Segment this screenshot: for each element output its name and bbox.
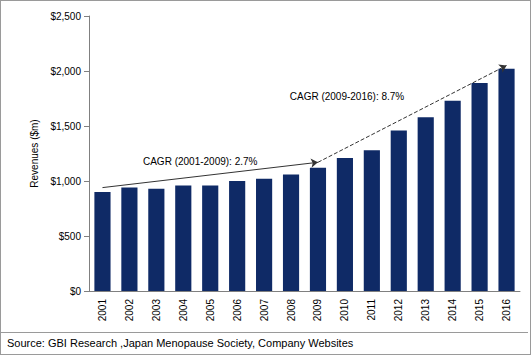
svg-text:2011: 2011	[366, 299, 377, 321]
svg-text:2010: 2010	[339, 299, 350, 322]
svg-text:2013: 2013	[420, 299, 431, 322]
svg-text:2006: 2006	[232, 299, 243, 322]
svg-text:2008: 2008	[286, 299, 297, 322]
svg-text:2014: 2014	[447, 299, 458, 322]
svg-text:2007: 2007	[259, 299, 270, 322]
svg-text:$2,000: $2,000	[50, 66, 81, 77]
svg-text:2016: 2016	[501, 299, 512, 322]
svg-text:2009: 2009	[312, 299, 323, 322]
svg-text:2015: 2015	[474, 299, 485, 322]
svg-text:$2,500: $2,500	[50, 11, 81, 22]
svg-text:2012: 2012	[393, 299, 404, 322]
svg-text:$1,500: $1,500	[50, 121, 81, 132]
svg-text:2003: 2003	[151, 299, 162, 322]
svg-text:2002: 2002	[124, 299, 135, 322]
svg-text:2005: 2005	[205, 299, 216, 322]
html-text:Source: GBI Research ,Japan Me: Source: GBI Research ,Japan Menopause So…	[7, 337, 354, 349]
svg-text:2001: 2001	[97, 299, 108, 322]
svg-text:CAGR (2009-2016): 8.7%: CAGR (2009-2016): 8.7%	[290, 91, 405, 102]
svg-text:2004: 2004	[178, 299, 189, 322]
svg-text:$0: $0	[70, 286, 82, 297]
svg-text:CAGR (2001-2009): 2.7%: CAGR (2001-2009): 2.7%	[143, 156, 258, 167]
svg-text:$500: $500	[59, 231, 82, 242]
svg-text:$1,000: $1,000	[50, 176, 81, 187]
svg-text:Revenues ($m): Revenues ($m)	[29, 119, 40, 187]
